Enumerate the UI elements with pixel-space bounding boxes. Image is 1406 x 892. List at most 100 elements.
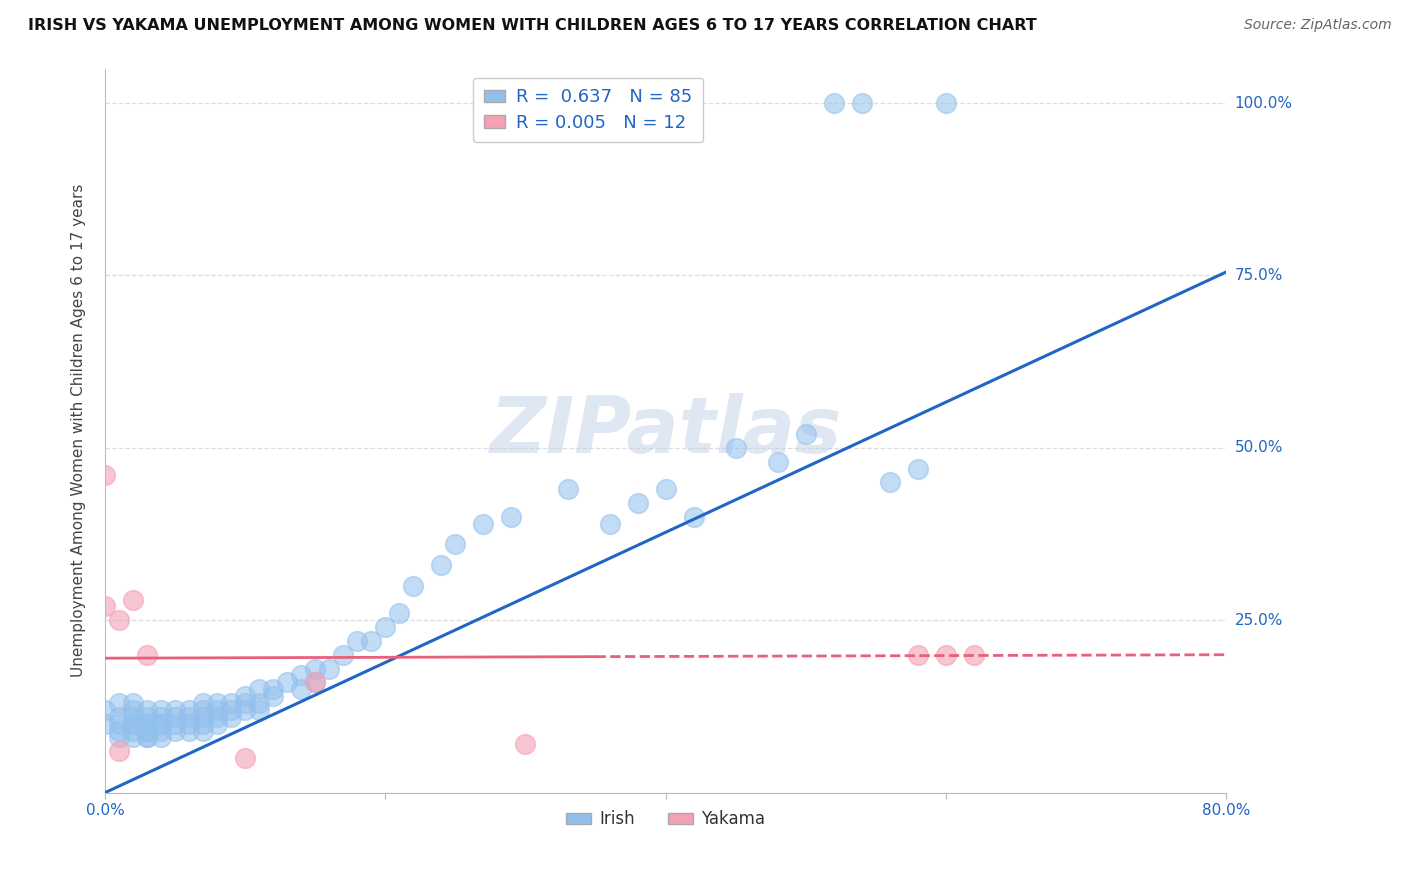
Point bbox=[233, 689, 256, 703]
Point bbox=[654, 482, 676, 496]
Point bbox=[191, 723, 214, 738]
Point bbox=[108, 613, 131, 627]
Point bbox=[205, 716, 228, 731]
Point bbox=[388, 607, 411, 621]
Point bbox=[205, 703, 228, 717]
Point bbox=[851, 95, 873, 110]
Point bbox=[136, 723, 159, 738]
Point bbox=[122, 723, 145, 738]
Point bbox=[304, 675, 326, 690]
Point bbox=[122, 592, 145, 607]
Point bbox=[276, 675, 298, 690]
Point bbox=[136, 716, 159, 731]
Point bbox=[150, 703, 173, 717]
Point bbox=[165, 723, 187, 738]
Point bbox=[136, 648, 159, 662]
Point bbox=[150, 716, 173, 731]
Point bbox=[191, 710, 214, 724]
Point bbox=[191, 703, 214, 717]
Point bbox=[136, 703, 159, 717]
Point bbox=[94, 468, 117, 483]
Point bbox=[108, 710, 131, 724]
Point bbox=[122, 716, 145, 731]
Point bbox=[290, 682, 312, 697]
Y-axis label: Unemployment Among Women with Children Ages 6 to 17 years: Unemployment Among Women with Children A… bbox=[72, 184, 86, 677]
Point bbox=[136, 731, 159, 745]
Point bbox=[233, 751, 256, 765]
Point bbox=[879, 475, 901, 490]
Point bbox=[374, 620, 396, 634]
Point bbox=[177, 703, 200, 717]
Text: Source: ZipAtlas.com: Source: ZipAtlas.com bbox=[1244, 18, 1392, 32]
Point bbox=[150, 723, 173, 738]
Point bbox=[219, 710, 242, 724]
Point bbox=[515, 738, 537, 752]
Point bbox=[262, 682, 284, 697]
Point bbox=[766, 455, 789, 469]
Text: 75.0%: 75.0% bbox=[1234, 268, 1282, 283]
Text: 100.0%: 100.0% bbox=[1234, 95, 1292, 111]
Point bbox=[122, 710, 145, 724]
Point bbox=[233, 703, 256, 717]
Point bbox=[94, 703, 117, 717]
Point bbox=[108, 744, 131, 758]
Point bbox=[907, 648, 929, 662]
Point bbox=[290, 668, 312, 682]
Point bbox=[136, 731, 159, 745]
Text: IRISH VS YAKAMA UNEMPLOYMENT AMONG WOMEN WITH CHILDREN AGES 6 TO 17 YEARS CORREL: IRISH VS YAKAMA UNEMPLOYMENT AMONG WOMEN… bbox=[28, 18, 1036, 33]
Point bbox=[219, 703, 242, 717]
Point bbox=[823, 95, 845, 110]
Point bbox=[360, 634, 382, 648]
Point bbox=[724, 441, 747, 455]
Point bbox=[191, 696, 214, 710]
Point bbox=[262, 689, 284, 703]
Point bbox=[177, 710, 200, 724]
Point bbox=[682, 509, 704, 524]
Point bbox=[122, 703, 145, 717]
Point bbox=[304, 661, 326, 675]
Point bbox=[108, 716, 131, 731]
Point bbox=[136, 716, 159, 731]
Point bbox=[108, 723, 131, 738]
Point bbox=[165, 703, 187, 717]
Point bbox=[94, 716, 117, 731]
Point bbox=[233, 696, 256, 710]
Point bbox=[136, 723, 159, 738]
Point bbox=[501, 509, 523, 524]
Point bbox=[304, 675, 326, 690]
Point bbox=[136, 710, 159, 724]
Point bbox=[94, 599, 117, 614]
Point bbox=[557, 482, 579, 496]
Point bbox=[247, 703, 270, 717]
Point bbox=[472, 516, 495, 531]
Point bbox=[794, 427, 817, 442]
Point bbox=[247, 682, 270, 697]
Point bbox=[318, 661, 340, 675]
Point bbox=[626, 496, 648, 510]
Point bbox=[150, 710, 173, 724]
Point bbox=[108, 696, 131, 710]
Point bbox=[191, 716, 214, 731]
Point bbox=[332, 648, 354, 662]
Legend: Irish, Yakama: Irish, Yakama bbox=[560, 804, 772, 835]
Point bbox=[205, 710, 228, 724]
Point bbox=[219, 696, 242, 710]
Point bbox=[907, 461, 929, 475]
Point bbox=[150, 716, 173, 731]
Text: 25.0%: 25.0% bbox=[1234, 613, 1282, 628]
Point bbox=[247, 696, 270, 710]
Point bbox=[963, 648, 986, 662]
Point bbox=[150, 731, 173, 745]
Point bbox=[346, 634, 368, 648]
Point bbox=[935, 95, 957, 110]
Point bbox=[165, 710, 187, 724]
Point bbox=[935, 648, 957, 662]
Point bbox=[122, 696, 145, 710]
Point bbox=[177, 716, 200, 731]
Point bbox=[430, 558, 453, 572]
Text: ZIPatlas: ZIPatlas bbox=[489, 392, 842, 468]
Point bbox=[205, 696, 228, 710]
Point bbox=[165, 716, 187, 731]
Point bbox=[444, 537, 467, 551]
Point bbox=[122, 731, 145, 745]
